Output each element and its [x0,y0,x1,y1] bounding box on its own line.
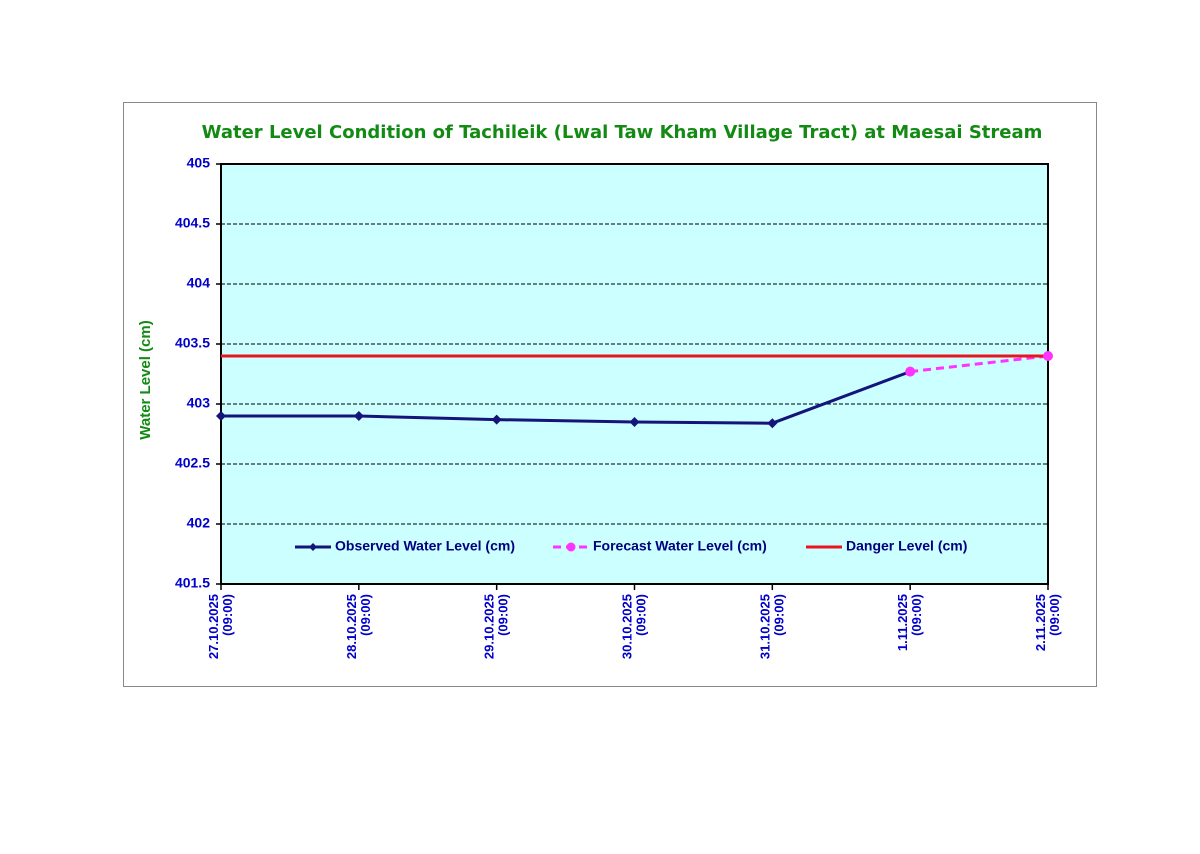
x-tick-label-line: 2.11.2025 [1033,594,1048,651]
series-line [221,370,911,425]
chart-title: Water Level Condition of Tachileik (Lwal… [202,122,1043,143]
legend-label: Forecast Water Level (cm) [593,538,767,554]
x-tick-label-line: 28.10.2025 [344,594,359,659]
legend-marker [309,543,317,551]
data-point [1043,351,1053,361]
x-tick-label-line: (09:00) [910,594,925,636]
data-point [216,411,226,421]
y-tick-label: 401.5 [175,575,210,591]
legend-label: Observed Water Level (cm) [335,538,515,554]
y-axis-label: Water Level (cm) [137,320,154,439]
x-tick-label-line: (09:00) [220,594,235,636]
data-point [629,417,640,427]
legend-label: Danger Level (cm) [846,538,967,554]
series-line [909,354,1049,374]
y-tick-label: 403.5 [175,335,210,351]
x-tick-label: 27.10.2025(09:00) [206,594,235,659]
x-tick-label-line: 31.10.2025 [758,594,773,659]
x-tick-label-line: 30.10.2025 [620,594,635,659]
data-point [767,418,778,429]
x-tick-label: 1.11.2025(09:00) [896,594,925,651]
x-tick-label-line: (09:00) [772,594,787,636]
x-tick-label-line: (09:00) [1047,594,1062,636]
x-tick-label-line: 1.11.2025 [896,594,911,651]
y-tick-label: 405 [187,155,211,171]
x-tick-label: 30.10.2025(09:00) [620,594,649,659]
x-tick-label: 31.10.2025(09:00) [758,594,787,659]
plot-area [221,164,1048,584]
x-tick-label: 2.11.2025(09:00) [1033,594,1062,651]
x-tick-label: 28.10.2025(09:00) [344,594,373,659]
data-point [491,414,502,425]
data-point [905,366,916,377]
y-tick-label: 404 [187,275,211,291]
data-point [353,411,364,421]
x-tick-label-line: (09:00) [496,594,511,636]
x-tick-label-line: (09:00) [634,594,649,636]
x-tick-label: 29.10.2025(09:00) [482,594,511,659]
x-tick-label-line: (09:00) [358,594,373,636]
x-tick-label-line: 27.10.2025 [206,594,221,659]
x-tick-label-line: 29.10.2025 [482,594,497,659]
y-tick-label: 404.5 [175,215,210,231]
legend-marker [566,542,576,552]
y-tick-label: 403 [187,395,211,411]
y-tick-label: 402.5 [175,455,210,471]
y-tick-label: 402 [187,515,211,531]
